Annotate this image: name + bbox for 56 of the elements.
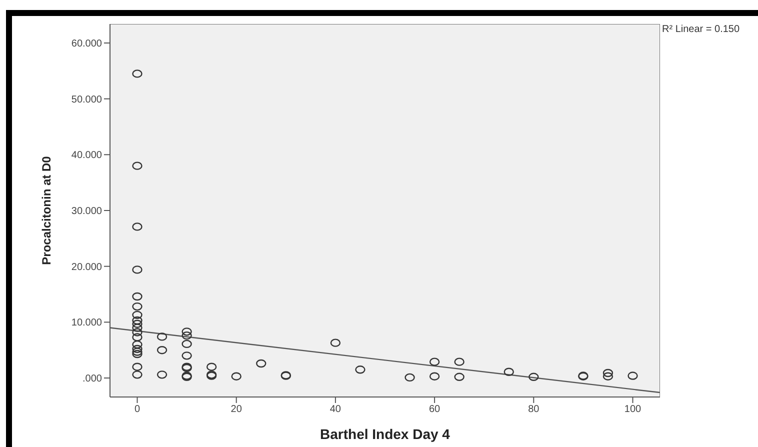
point bbox=[454, 372, 464, 381]
y-tick-label: 10.000 bbox=[71, 318, 102, 329]
point bbox=[231, 372, 242, 380]
point bbox=[132, 162, 142, 170]
point bbox=[156, 332, 168, 341]
point bbox=[132, 302, 142, 311]
point bbox=[628, 372, 638, 380]
point bbox=[429, 358, 440, 366]
point bbox=[132, 340, 142, 349]
point bbox=[132, 316, 142, 325]
y-tick-label: 60.000 bbox=[71, 38, 102, 50]
x-tick-label: 40 bbox=[330, 404, 342, 416]
point bbox=[182, 340, 192, 348]
y-axis-title: Procalcitonin at D0 bbox=[39, 156, 54, 265]
point bbox=[602, 368, 614, 378]
point bbox=[182, 328, 192, 336]
point bbox=[132, 292, 142, 301]
point bbox=[182, 352, 192, 360]
point bbox=[528, 372, 539, 381]
point bbox=[132, 266, 142, 274]
point bbox=[504, 368, 514, 376]
y-tick-label: 20.000 bbox=[71, 262, 102, 273]
x-tick-label: 0 bbox=[134, 404, 140, 416]
point bbox=[454, 358, 464, 366]
point bbox=[404, 373, 415, 382]
point bbox=[355, 366, 366, 374]
point bbox=[132, 350, 142, 358]
point bbox=[132, 320, 142, 328]
x-tick-label: 60 bbox=[428, 404, 441, 416]
point bbox=[132, 344, 142, 354]
x-tick-label: 20 bbox=[230, 404, 242, 416]
point bbox=[132, 310, 142, 320]
point bbox=[132, 324, 142, 332]
point bbox=[256, 359, 266, 368]
y-tick-label: 40.000 bbox=[71, 150, 102, 162]
y-tick-label: 50.000 bbox=[71, 94, 102, 106]
point bbox=[330, 338, 341, 347]
point bbox=[132, 348, 142, 356]
point bbox=[182, 331, 192, 340]
point bbox=[132, 70, 142, 78]
point bbox=[156, 370, 168, 379]
point bbox=[206, 362, 217, 371]
point bbox=[132, 333, 142, 342]
point bbox=[132, 328, 142, 336]
point bbox=[602, 372, 614, 380]
point bbox=[156, 346, 168, 354]
point bbox=[132, 222, 142, 231]
y-tick-label: .000 bbox=[82, 374, 102, 385]
point bbox=[132, 362, 142, 371]
x-axis-title: Barthel Index Day 4 bbox=[320, 426, 450, 442]
y-tick-label: 30.000 bbox=[71, 206, 102, 218]
x-tick-label: 80 bbox=[528, 404, 540, 416]
point bbox=[132, 370, 142, 379]
text: R² Linear = 0.150 bbox=[662, 24, 740, 35]
point bbox=[429, 372, 440, 380]
x-tick-label: 100 bbox=[624, 404, 642, 416]
